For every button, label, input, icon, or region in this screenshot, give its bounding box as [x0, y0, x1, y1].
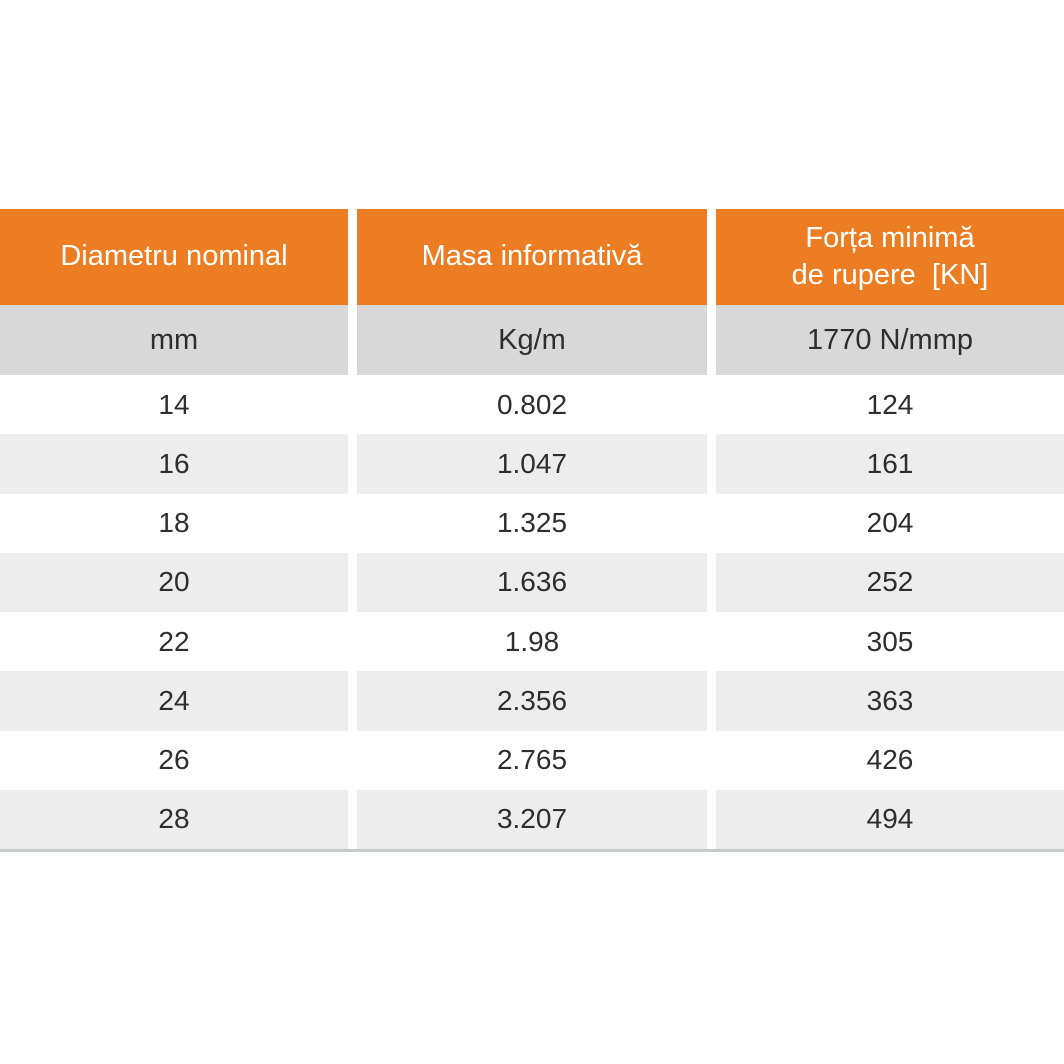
table-cell: 305 [716, 612, 1064, 672]
table-cell: 161 [716, 434, 1064, 494]
table-row: 20 1.636 252 [0, 552, 1064, 612]
table-cell: 204 [716, 493, 1064, 553]
table-cell: 1.325 [357, 493, 707, 553]
table-cell: 22 [0, 612, 348, 672]
table-cell: 26 [0, 730, 348, 790]
table-cell: 16 [0, 434, 348, 494]
table-cell: 2.356 [357, 671, 707, 731]
header-cell-diametru-nominal: Diametru nominal [0, 209, 348, 305]
header-cell-masa-informativa: Masa informativă [357, 209, 707, 305]
table-row: 26 2.765 426 [0, 730, 1064, 790]
table-cell: 18 [0, 493, 348, 553]
subheader-label-kg-m: Kg/m [498, 323, 566, 356]
spec-table: Diametru nominal Masa informativă Forța … [0, 209, 1064, 852]
header-label-forta-minima-line2: de rupere [KN] [791, 259, 989, 291]
subheader-label-mm: mm [149, 323, 199, 356]
table-cell: 24 [0, 671, 348, 731]
table-cell: 20 [0, 552, 348, 612]
subheader-cell-n-mmp: 1770 N/mmp [716, 305, 1064, 375]
table-row: 16 1.047 161 [0, 434, 1064, 494]
header-cell-forta-minima: Forța minimă de rupere [KN] [716, 209, 1064, 305]
table-cell: 494 [716, 789, 1064, 849]
table-cell: 426 [716, 730, 1064, 790]
table-header-row: Diametru nominal Masa informativă Forța … [0, 209, 1064, 305]
header-label-diametru-nominal: Diametru nominal [60, 240, 288, 273]
table-cell: 1.047 [357, 434, 707, 494]
table-cell: 363 [716, 671, 1064, 731]
header-label-masa-informativa: Masa informativă [421, 240, 643, 273]
subheader-label-n-mmp: 1770 N/mmp [806, 323, 973, 356]
table-cell: 124 [716, 375, 1064, 435]
table-cell: 0.802 [357, 375, 707, 435]
subheader-cell-mm: mm [0, 305, 348, 375]
table-row: 24 2.356 363 [0, 671, 1064, 731]
table-cell: 1.636 [357, 552, 707, 612]
table-row: 14 0.802 124 [0, 375, 1064, 435]
table-cell: 252 [716, 552, 1064, 612]
table-row: 28 3.207 494 [0, 789, 1064, 849]
header-label-forta-minima-line1: Forța minimă [805, 221, 975, 254]
table-subheader-row: mm Kg/m 1770 N/mmp [0, 305, 1064, 375]
subheader-cell-kg-m: Kg/m [357, 305, 707, 375]
table-cell: 2.765 [357, 730, 707, 790]
table-cell: 14 [0, 375, 348, 435]
table-cell: 3.207 [357, 789, 707, 849]
table-cell: 1.98 [357, 612, 707, 672]
table-row: 18 1.325 204 [0, 493, 1064, 553]
table-cell: 28 [0, 789, 348, 849]
table-row: 22 1.98 305 [0, 612, 1064, 672]
